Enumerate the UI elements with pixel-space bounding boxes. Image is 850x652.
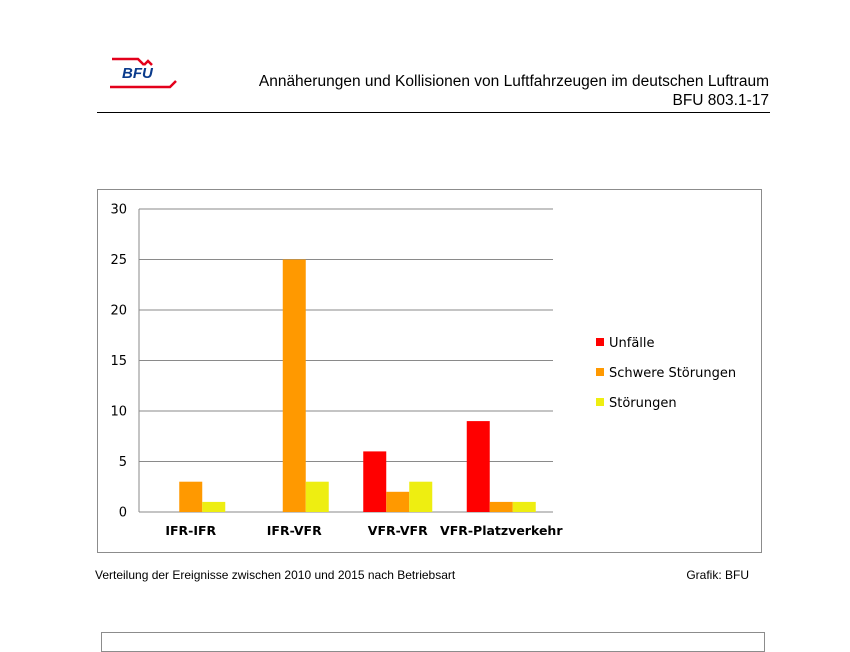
bar <box>282 259 306 512</box>
x-category-label: IFR-IFR <box>165 523 216 538</box>
bar <box>409 481 433 512</box>
figure-caption: Verteilung der Ereignisse zwischen 2010 … <box>95 568 456 582</box>
bar <box>386 491 410 512</box>
legend-swatch <box>596 368 604 376</box>
bar <box>489 501 513 512</box>
figure-source: Grafik: BFU <box>686 568 749 582</box>
bar <box>363 451 387 512</box>
header-divider <box>97 112 770 113</box>
y-tick-label: 0 <box>119 506 127 521</box>
bar <box>512 501 536 512</box>
legend-label: Unfälle <box>609 336 655 351</box>
y-tick-label: 15 <box>110 354 127 369</box>
bar <box>202 501 226 512</box>
legend-label: Schwere Störungen <box>609 366 736 381</box>
bar <box>466 421 490 512</box>
x-category-label: VFR-Platzverkehr <box>440 523 563 538</box>
legend-swatch <box>596 338 604 346</box>
bfu-logo: BFU <box>110 57 177 89</box>
header-title-block: Annäherungen und Kollisionen von Luftfah… <box>259 72 769 110</box>
bar <box>305 481 329 512</box>
x-category-label: VFR-VFR <box>368 523 428 538</box>
chart-frame: 0 5 10 15 20 25 30 IFR-IFR IFR-VFR VFR-VFR VFR-Pla… <box>97 189 762 553</box>
y-tick-label: 10 <box>110 405 127 420</box>
document-title: Annäherungen und Kollisionen von Luftfah… <box>258 73 769 90</box>
bar <box>179 481 203 512</box>
legend-swatch <box>596 398 604 406</box>
y-tick-label: 5 <box>119 455 127 470</box>
logo-text: BFU <box>122 65 154 82</box>
y-tick-label: 20 <box>110 304 127 319</box>
bar-chart: 0 5 10 15 20 25 30 IFR-IFR IFR-VFR VFR-VFR VFR-Pla… <box>110 203 736 539</box>
legend-label: Störungen <box>609 396 677 411</box>
x-category-label: IFR-VFR <box>267 523 322 538</box>
y-tick-label: 25 <box>110 253 127 268</box>
next-figure-frame <box>101 632 765 652</box>
document-number: BFU 803.1-17 <box>672 92 770 109</box>
y-tick-label: 30 <box>110 203 127 218</box>
